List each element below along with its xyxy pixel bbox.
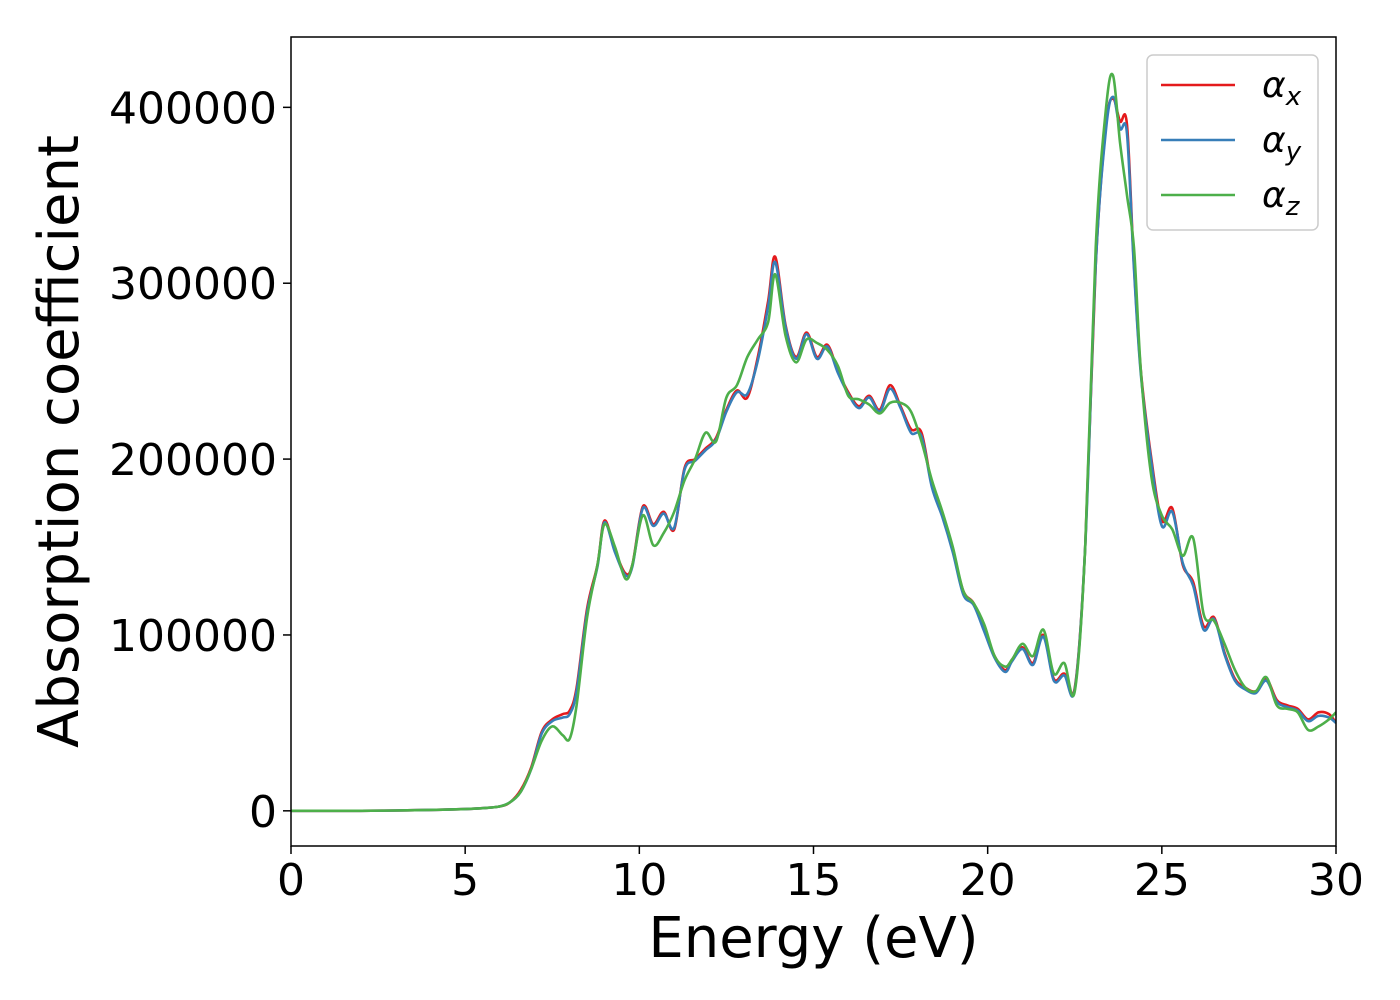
legend-label-x: αx	[1262, 65, 1302, 112]
y-tick-label: 100000	[109, 611, 277, 662]
x-tick-label: 25	[1134, 855, 1190, 906]
x-tick-label: 10	[611, 855, 667, 906]
x-tick-label: 20	[960, 855, 1016, 906]
y-tick-label: 300000	[109, 259, 277, 310]
y-axis-label: Absorption coefficient	[27, 135, 92, 748]
series-layer	[291, 72, 1336, 813]
x-tick-label: 30	[1308, 855, 1364, 906]
y-tick-label: 0	[249, 787, 277, 838]
legend-box	[1146, 54, 1319, 231]
x-tick-label: 5	[451, 855, 479, 906]
x-tick-label: 0	[277, 855, 305, 906]
x-axis-label: Energy (eV)	[648, 906, 978, 971]
y-tick-label: 400000	[109, 83, 277, 134]
series-line-z	[291, 72, 1336, 813]
x-tick-label: 15	[786, 855, 842, 906]
y-tick-label: 200000	[109, 435, 277, 486]
ticks-layer: 0 5 10 15 20 25 30 0 100000 200000 300000 400000	[109, 83, 1364, 906]
